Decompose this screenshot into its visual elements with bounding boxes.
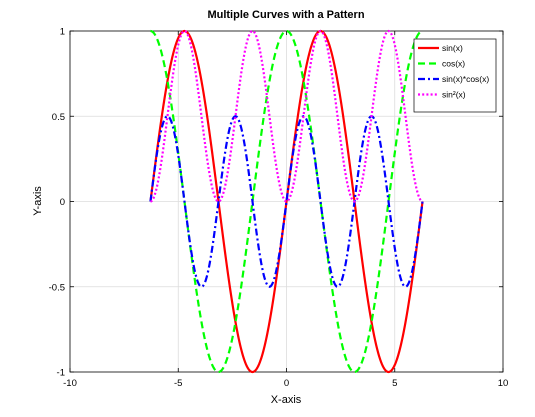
legend: sin(x) cos(x) sin(x)*cos(x) sin²(x) [413, 38, 497, 113]
x-tick-label: -5 [174, 378, 182, 389]
chart-title: Multiple Curves with a Pattern [207, 9, 364, 21]
series-line-3 [149, 115, 424, 288]
legend-label: sin(x)*cos(x) [442, 74, 489, 84]
legend-box [413, 38, 497, 113]
x-tick-label: -10 [63, 378, 77, 389]
y-tick-label: 1 [60, 27, 65, 38]
y-tick-label: 0.5 [52, 112, 65, 123]
y-tick-label: 0 [60, 197, 65, 208]
y-axis-ticks: -1 -0.5 0 0.5 1 [49, 27, 503, 379]
series-line-4 [150, 29, 423, 203]
legend-label: sin²(x) [442, 90, 466, 100]
x-tick-label: 0 [284, 378, 289, 389]
legend-label: cos(x) [442, 59, 465, 69]
series-line-2 [150, 29, 423, 374]
x-tick-label: 5 [392, 378, 397, 389]
x-axis-label: X-axis [271, 394, 302, 406]
legend-label: sin(x) [442, 43, 463, 53]
y-tick-label: -1 [57, 368, 65, 379]
y-tick-label: -0.5 [49, 282, 65, 293]
plot-area [149, 29, 424, 374]
series-line-1 [149, 29, 424, 374]
y-axis-label: Y-axis [32, 186, 44, 216]
x-tick-label: 10 [498, 378, 509, 389]
x-axis-ticks: -10 -5 0 5 10 [63, 31, 508, 389]
